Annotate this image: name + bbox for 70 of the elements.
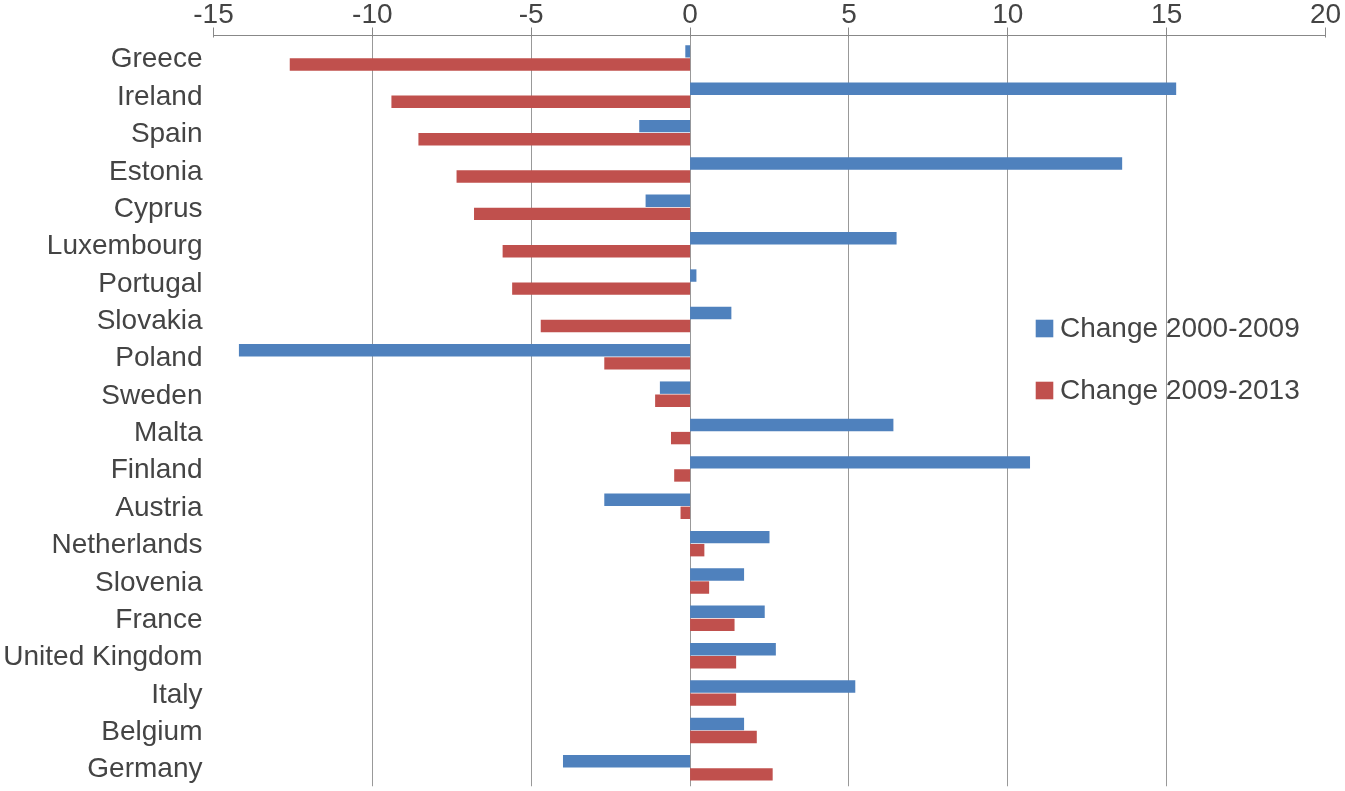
bar (690, 605, 765, 619)
bar (690, 680, 856, 693)
y-tick-label: Greece (110, 42, 203, 74)
bar (690, 418, 894, 432)
bar (289, 58, 691, 71)
x-tick-label: 15 (1151, 0, 1183, 29)
bar (562, 755, 691, 768)
y-tick-label: Malta (134, 416, 203, 448)
legend-label: Change 2009-2013 (1060, 374, 1300, 406)
x-tick-label: -15 (193, 0, 234, 29)
y-tick-label: Portugal (98, 266, 203, 298)
bar (540, 319, 691, 333)
x-tick-label: 10 (992, 0, 1024, 29)
y-tick-label: Slovakia (96, 303, 203, 335)
y-tick-label: Spain (130, 117, 203, 149)
y-tick-label: Slovenia (95, 565, 203, 597)
bar (418, 132, 691, 146)
bar (680, 506, 691, 520)
bar (690, 157, 1123, 170)
bar (659, 381, 691, 394)
legend-label: Change 2000-2009 (1060, 312, 1300, 344)
bar (690, 568, 745, 581)
bar (690, 530, 770, 544)
x-tick-label: 0 (682, 0, 698, 29)
bar (690, 730, 757, 744)
bar (391, 95, 691, 109)
bar (604, 357, 691, 370)
bar (655, 394, 691, 407)
bar (238, 344, 691, 357)
bar (690, 656, 737, 669)
y-tick-label: Estonia (109, 154, 203, 186)
bar (690, 306, 732, 320)
x-tick-label: -10 (352, 0, 393, 29)
x-tick-label: 20 (1309, 0, 1342, 29)
y-tick-label: Germany (87, 752, 203, 784)
y-tick-label: Ireland (116, 79, 203, 111)
bar (690, 543, 705, 557)
bar (690, 618, 735, 632)
bar (685, 45, 691, 58)
y-tick-label: United Kingdom (3, 640, 203, 672)
bar (690, 768, 773, 781)
bar (690, 456, 1031, 469)
y-tick-label: Poland (115, 341, 203, 373)
y-tick-label: Austria (115, 490, 203, 522)
bar (690, 581, 710, 594)
bar (690, 642, 776, 656)
bar (690, 269, 697, 282)
y-tick-label: Sweden (101, 378, 203, 410)
bar (639, 119, 691, 133)
y-tick-label: Luxembourg (46, 229, 203, 261)
bar (512, 282, 691, 295)
bar (604, 493, 691, 506)
bar (671, 431, 691, 445)
y-tick-label: Cyprus (113, 191, 203, 223)
bar (690, 82, 1177, 95)
y-tick-label: France (115, 602, 203, 634)
bar (502, 245, 691, 258)
bar (645, 194, 691, 208)
bar (474, 207, 691, 221)
x-tick-label: -5 (518, 0, 544, 29)
y-tick-label: Netherlands (51, 528, 203, 560)
bar (690, 231, 897, 245)
bar (456, 170, 691, 183)
bar (690, 717, 745, 731)
bar (674, 469, 691, 482)
y-tick-label: Finland (110, 453, 203, 485)
y-tick-label: Belgium (101, 714, 203, 746)
bar (690, 693, 737, 706)
y-tick-label: Italy (151, 677, 203, 709)
x-tick-label: 5 (841, 0, 857, 29)
